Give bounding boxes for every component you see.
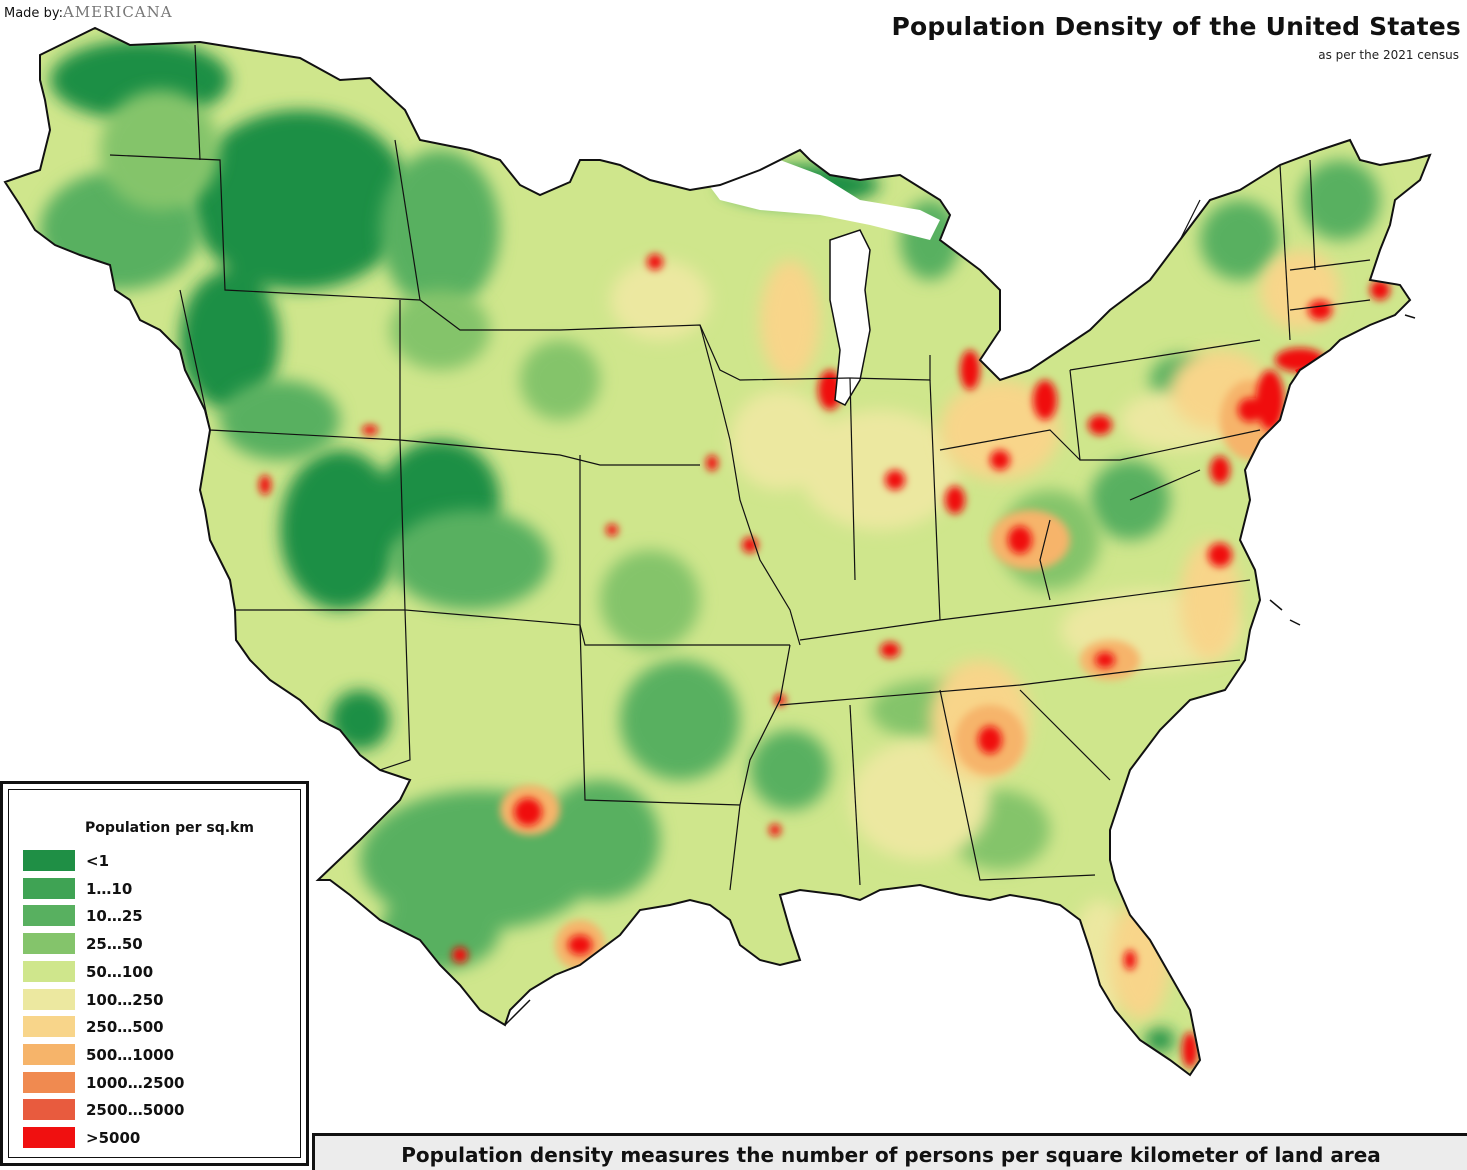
credit-prefix: Made by: <box>4 6 63 21</box>
small-islands <box>504 314 1416 1026</box>
legend-item: 2500…5000 <box>23 1097 283 1121</box>
legend-item: 25…50 <box>23 931 283 955</box>
great-lakes <box>705 160 940 406</box>
legend-label: 250…500 <box>86 1018 164 1037</box>
legend-swatch <box>23 1043 75 1065</box>
legend-item: <1 <box>23 848 283 872</box>
legend-swatch <box>23 905 75 927</box>
legend-item: 250…500 <box>23 1014 283 1038</box>
legend-label: 1000…2500 <box>86 1073 185 1092</box>
city-hotspots <box>259 254 1390 1068</box>
legend-label: 25…50 <box>86 935 143 954</box>
legend-swatch <box>23 933 75 955</box>
legend-swatch <box>23 960 75 982</box>
footer-text: Population density measures the number o… <box>401 1143 1381 1167</box>
credit-line: Made by:AMERICANA <box>4 3 173 21</box>
legend-label: 50…100 <box>86 962 154 981</box>
lake-superior-hint <box>705 160 940 240</box>
legend-swatch <box>23 1016 75 1038</box>
state-borders <box>109 44 1371 891</box>
legend-label: >5000 <box>86 1129 141 1147</box>
legend-item: 50…100 <box>23 959 283 983</box>
legend-label: 2500…5000 <box>86 1101 185 1120</box>
lake-michigan <box>829 229 871 406</box>
credit-brand-logo: AMERICANA <box>62 3 173 21</box>
map-subtitle: as per the 2021 census <box>1318 48 1459 62</box>
map-title: Population Density of the United States <box>891 12 1461 41</box>
legend-label: <1 <box>86 852 110 870</box>
legend: Population per sq.km <1 1…10 10…25 25…50 50…… <box>0 781 309 1166</box>
footer-bar: Population density measures the number o… <box>312 1133 1467 1170</box>
legend-item: 500…1000 <box>23 1042 283 1066</box>
legend-swatch <box>23 988 75 1010</box>
legend-item: >5000 <box>23 1125 283 1149</box>
legend-label: 10…25 <box>86 907 143 926</box>
legend-swatch <box>23 1099 75 1121</box>
legend-label: 1…10 <box>86 879 133 898</box>
legend-swatch <box>23 850 75 871</box>
legend-item: 100…250 <box>23 987 283 1011</box>
legend-frame <box>8 789 301 1158</box>
legend-item: 1000…2500 <box>23 1070 283 1094</box>
legend-label: 500…1000 <box>86 1045 175 1064</box>
legend-swatch <box>23 1071 75 1093</box>
legend-label: 100…250 <box>86 990 164 1009</box>
legend-item: 1…10 <box>23 876 283 900</box>
legend-item: 10…25 <box>23 903 283 927</box>
legend-title: Population per sq.km <box>85 820 254 836</box>
legend-swatch <box>23 877 75 899</box>
legend-swatch <box>23 1127 75 1148</box>
